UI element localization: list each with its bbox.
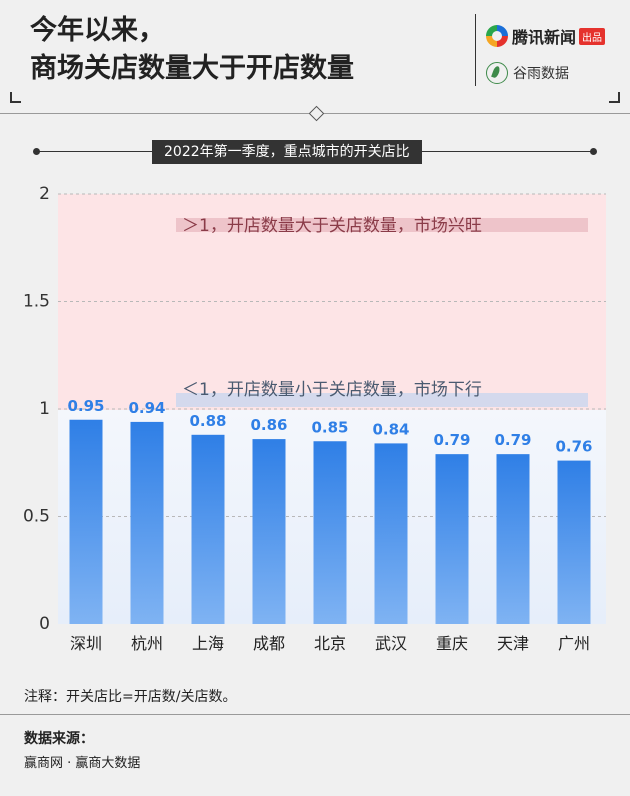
brand-tencent-news-tag: 出品 [579,27,606,45]
value-labels: 0.95 0.94 0.88 0.86 0.85 0.84 0.79 0.79 0.76 [67,397,592,456]
x-tick-label: 上海 [192,634,224,653]
x-tick-label: 武汉 [375,634,407,653]
page-title: 今年以来， 商场关店数量大于开店数量 [30,12,354,88]
y-tick-label: 0 [39,614,50,634]
bar [374,443,408,624]
title-line-1: 今年以来， [30,15,165,46]
title-line-2: 商场关店数量大于开店数量 [30,53,354,84]
bar-chart: 0 0.5 1 1.5 2 ＞1，开店数量大于关店数量，市场兴旺 ＜1，开店数量小于关店… [23,184,606,653]
x-tick-label: 重庆 [436,634,468,653]
x-tick-label: 杭州 [131,634,163,653]
brand-guyu-data-name: 谷雨数据 [513,66,569,82]
brand-tencent-news-name: 腾讯新闻 [512,28,577,47]
brand-guyu-data: 谷雨数据 [486,62,569,84]
y-tick-label: 2 [39,184,50,204]
bar [557,460,591,624]
x-tick-label: 成都 [253,634,285,653]
bar [496,454,530,624]
bar-value-label: 0.95 [67,397,104,415]
upper-label-highlight [176,218,588,232]
bar-value-label: 0.76 [555,438,592,456]
bar-value-label: 0.94 [128,399,165,417]
y-axis-ticks: 0 0.5 1 1.5 2 [23,184,50,634]
rule-dot-left-icon [33,148,40,155]
rule-dot-right-icon [590,148,597,155]
x-tick-label: 北京 [314,634,346,653]
bar-value-label: 0.79 [433,431,470,449]
corner-bracket-right-icon [609,92,620,103]
bar-value-label: 0.84 [372,420,409,438]
bar [191,434,225,624]
source-heading: 数据来源： [24,731,94,747]
x-tick-label: 深圳 [70,634,102,653]
diamond-icon [308,105,325,122]
bar [69,419,103,624]
zone-upper-label: ＞1，开店数量大于关店数量，市场兴旺 [182,216,482,236]
y-tick-label: 1.5 [23,292,50,312]
y-tick-label: 1 [39,399,50,419]
x-axis-labels: 深圳 杭州 上海 成都 北京 武汉 重庆 天津 广州 [70,634,590,653]
x-tick-label: 广州 [558,634,590,653]
bars [69,419,591,624]
bar [435,454,469,624]
brand-separator [475,14,476,86]
chart-subtitle: 2022年第一季度，重点城市的开关店比 [152,140,422,164]
bar-value-label: 0.85 [311,418,348,436]
lower-label-highlight [176,393,588,407]
zone-lower-label: ＜1，开店数量小于关店数量，市场下行 [182,380,482,400]
bar [252,439,286,624]
bar-value-label: 0.88 [189,412,226,430]
bar [313,441,347,624]
brand-tencent-news: 腾讯新闻 出品 [486,24,606,48]
bar-value-label: 0.86 [250,416,287,434]
footer-divider [0,714,630,715]
footnote: 注释：开关店比=开店数/关店数。 [24,689,237,705]
bar-value-label: 0.79 [494,431,531,449]
tencent-news-logo-icon [486,25,508,47]
corner-bracket-left-icon [10,92,21,103]
bar [130,421,164,624]
x-tick-label: 天津 [497,634,529,653]
y-tick-label: 0.5 [23,507,50,527]
guyu-leaf-logo-icon [486,62,508,84]
header: 今年以来， 商场关店数量大于开店数量 腾讯新闻 出品 谷雨数据 [0,0,630,103]
source-text: 赢商网 · 赢商大数据 [24,756,141,771]
